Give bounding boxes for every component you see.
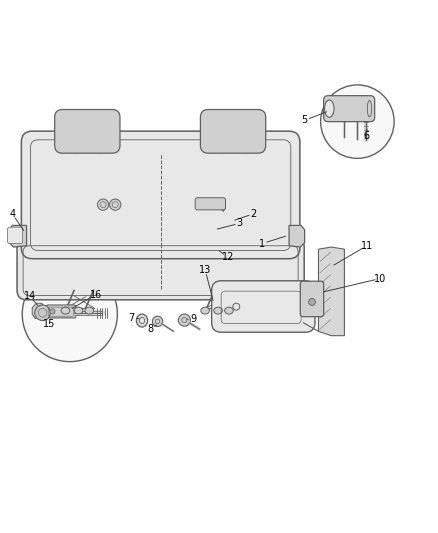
Circle shape: [110, 199, 121, 211]
Circle shape: [35, 305, 50, 320]
Text: 7: 7: [128, 312, 135, 322]
Text: 13: 13: [199, 265, 211, 275]
Ellipse shape: [325, 100, 334, 117]
Text: 8: 8: [148, 324, 154, 334]
Text: 10: 10: [374, 273, 386, 284]
Ellipse shape: [225, 307, 233, 314]
Circle shape: [98, 199, 109, 211]
FancyBboxPatch shape: [46, 305, 76, 318]
Polygon shape: [9, 225, 27, 247]
Text: 3: 3: [237, 218, 243, 228]
FancyBboxPatch shape: [201, 109, 266, 153]
FancyBboxPatch shape: [21, 131, 300, 259]
Text: 9: 9: [190, 314, 196, 324]
Text: 2: 2: [251, 209, 257, 219]
FancyBboxPatch shape: [212, 281, 315, 332]
Circle shape: [22, 266, 117, 361]
Ellipse shape: [85, 307, 94, 314]
Text: 4: 4: [9, 209, 15, 219]
Text: 11: 11: [361, 241, 373, 251]
Ellipse shape: [367, 100, 372, 117]
Ellipse shape: [214, 307, 223, 314]
Circle shape: [308, 298, 315, 305]
Polygon shape: [32, 303, 44, 318]
Text: 5: 5: [301, 115, 308, 125]
Ellipse shape: [136, 314, 148, 327]
FancyBboxPatch shape: [17, 238, 304, 300]
Text: 16: 16: [90, 289, 102, 300]
Text: 1: 1: [259, 239, 265, 248]
Text: 12: 12: [222, 252, 234, 262]
Circle shape: [178, 314, 191, 326]
Ellipse shape: [61, 307, 70, 314]
FancyBboxPatch shape: [324, 96, 374, 122]
FancyBboxPatch shape: [55, 109, 120, 153]
FancyBboxPatch shape: [195, 198, 226, 210]
Polygon shape: [318, 247, 344, 336]
Text: 14: 14: [24, 291, 36, 301]
Text: 6: 6: [364, 131, 370, 141]
FancyBboxPatch shape: [300, 281, 324, 317]
Circle shape: [321, 85, 394, 158]
Text: 15: 15: [43, 319, 56, 328]
Ellipse shape: [201, 307, 209, 314]
Circle shape: [152, 316, 163, 327]
Ellipse shape: [74, 307, 83, 314]
Ellipse shape: [139, 318, 145, 324]
Polygon shape: [289, 225, 304, 247]
FancyBboxPatch shape: [7, 227, 23, 244]
Circle shape: [50, 309, 55, 314]
